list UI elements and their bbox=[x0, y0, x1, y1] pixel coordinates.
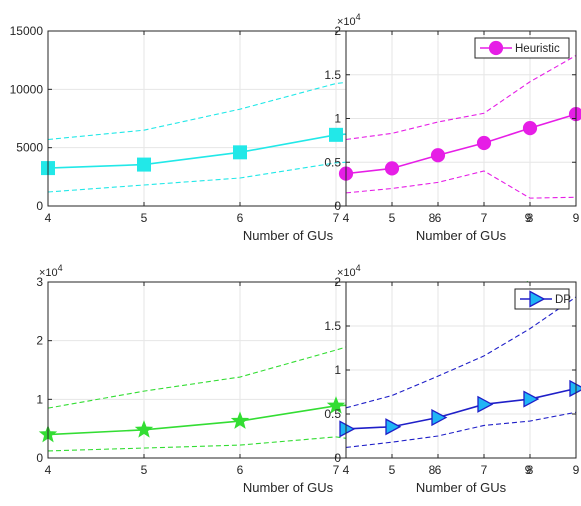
x-tick-label: 4 bbox=[343, 463, 350, 477]
x-tick-label: 7 bbox=[481, 211, 488, 225]
bound-line-dashed bbox=[47, 37, 529, 141]
bound-line-dashed bbox=[345, 170, 577, 199]
x-tick-label: 5 bbox=[141, 211, 148, 225]
y-tick-label: 2 bbox=[334, 24, 341, 38]
data-point bbox=[326, 396, 346, 414]
y-tick-label: 1 bbox=[334, 363, 341, 377]
data-point bbox=[430, 148, 446, 163]
y-tick-label: 10000 bbox=[10, 82, 44, 96]
data-point bbox=[476, 135, 492, 151]
data-point bbox=[137, 157, 151, 172]
y-tick-label: 0 bbox=[334, 199, 341, 213]
data-point bbox=[134, 420, 154, 438]
y-tick-label: 15000 bbox=[10, 24, 44, 38]
y-tick-label: 0 bbox=[36, 451, 43, 465]
x-tick-label: 5 bbox=[141, 463, 148, 477]
y-tick-label: 1 bbox=[36, 392, 43, 406]
x-tick-label: 9 bbox=[525, 463, 532, 477]
legend-marker bbox=[488, 40, 504, 56]
x-axis-label: Number of GUs bbox=[243, 480, 334, 495]
data-point bbox=[339, 420, 356, 438]
x-tick-label: 7 bbox=[333, 211, 340, 225]
series-line-heuristic bbox=[345, 113, 577, 175]
x-tick-label: 6 bbox=[237, 211, 244, 225]
legend-marker bbox=[529, 290, 546, 308]
bound-line-dashed bbox=[345, 296, 577, 409]
x-tick-label: 9 bbox=[573, 211, 580, 225]
data-point bbox=[477, 395, 494, 413]
x-tick-label: 9 bbox=[525, 211, 532, 225]
y-tick-label: 3 bbox=[36, 275, 43, 289]
x-axis-label: Number of GUs bbox=[416, 228, 507, 243]
y-tick-label: 5000 bbox=[16, 141, 43, 155]
y-exponent-label: ×104 bbox=[337, 263, 361, 279]
y-tick-label: 0.5 bbox=[324, 155, 341, 169]
x-tick-label: 7 bbox=[481, 463, 488, 477]
y-tick-label: 2 bbox=[36, 334, 43, 348]
data-point bbox=[385, 418, 402, 436]
y-tick-label: 1.5 bbox=[324, 319, 341, 333]
y-tick-label: 0 bbox=[36, 199, 43, 213]
series-line-dp bbox=[345, 387, 577, 430]
x-tick-label: 8 bbox=[429, 463, 436, 477]
y-tick-label: 0 bbox=[334, 451, 341, 465]
x-tick-label: 6 bbox=[237, 463, 244, 477]
legend-label: DP bbox=[555, 294, 571, 306]
x-tick-label: 8 bbox=[527, 211, 534, 225]
y-exponent-label: ×104 bbox=[337, 12, 361, 28]
x-tick-label: 7 bbox=[333, 463, 340, 477]
legend-label: Heuristic bbox=[515, 43, 560, 55]
x-tick-label: 4 bbox=[45, 211, 52, 225]
x-tick-label: 5 bbox=[389, 211, 396, 225]
x-tick-label: 6 bbox=[435, 211, 442, 225]
bound-line-dashed bbox=[345, 411, 577, 448]
y-tick-label: 1.5 bbox=[324, 68, 341, 82]
data-point bbox=[523, 390, 540, 408]
data-point bbox=[233, 145, 247, 160]
y-tick-label: 0.5 bbox=[324, 407, 341, 421]
x-tick-label: 5 bbox=[389, 463, 396, 477]
x-tick-label: 8 bbox=[527, 463, 534, 477]
y-tick-label: 1 bbox=[334, 112, 341, 126]
x-tick-label: 8 bbox=[429, 211, 436, 225]
x-tick-label: 6 bbox=[435, 463, 442, 477]
y-tick-label: 2 bbox=[334, 275, 341, 289]
data-point bbox=[522, 121, 538, 136]
data-point bbox=[384, 161, 400, 176]
data-point bbox=[230, 411, 250, 429]
data-point bbox=[431, 408, 448, 427]
y-exponent-label: ×104 bbox=[39, 263, 63, 279]
x-tick-label: 9 bbox=[573, 463, 580, 477]
x-axis-label: Number of GUs bbox=[243, 228, 334, 243]
x-tick-label: 4 bbox=[343, 211, 350, 225]
x-axis-label: Number of GUs bbox=[416, 480, 507, 495]
data-point bbox=[329, 127, 343, 142]
x-tick-label: 4 bbox=[45, 463, 52, 477]
